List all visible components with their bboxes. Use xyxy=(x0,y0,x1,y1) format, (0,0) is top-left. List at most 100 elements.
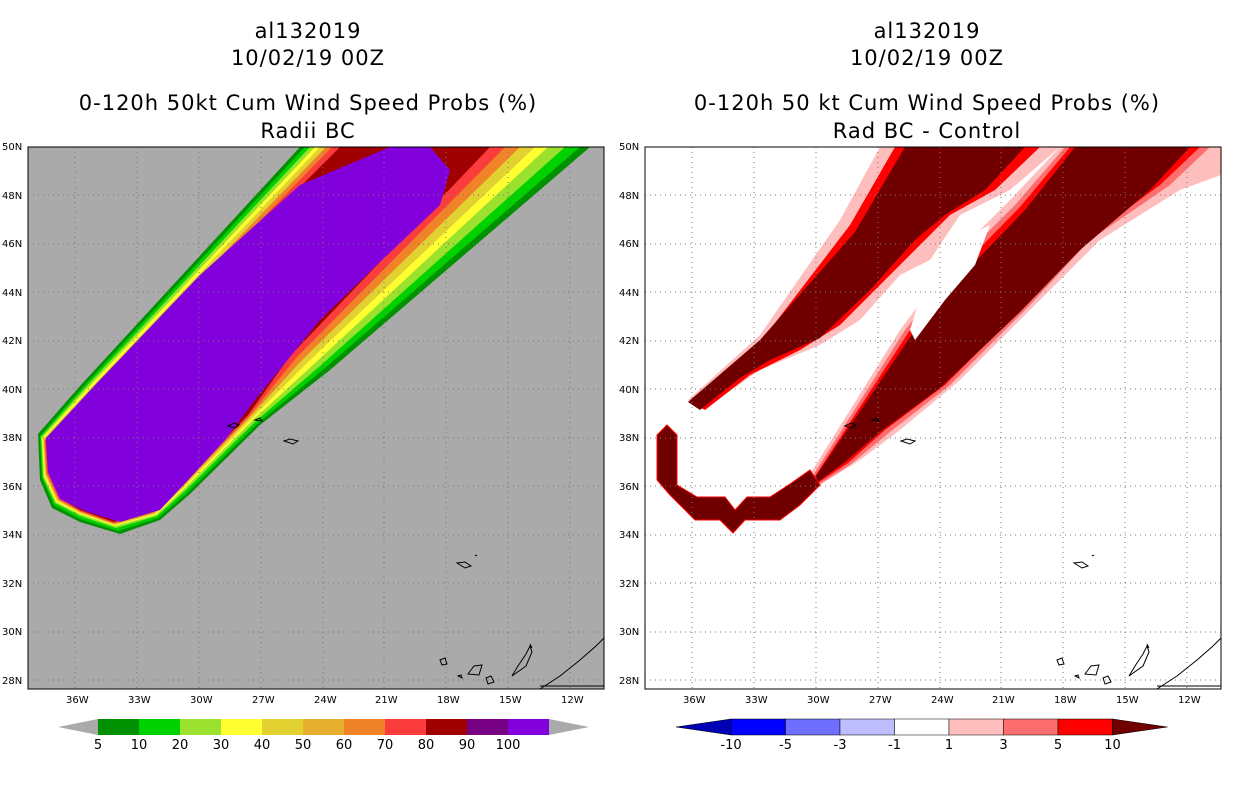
colorbar-label: 3 xyxy=(999,738,1007,753)
right-grid xyxy=(645,147,1221,689)
lat-label: 42N xyxy=(619,336,639,347)
lat-label: 28N xyxy=(619,676,639,687)
upper-band-dark xyxy=(688,147,1025,410)
colorbar-label: 50 xyxy=(295,738,312,753)
african-coast xyxy=(539,637,605,690)
colorbar-label: -10 xyxy=(720,738,741,753)
lon-label: 27W xyxy=(252,695,275,706)
left-storm-id: al132019 xyxy=(254,19,362,43)
colorbar-swatch xyxy=(1057,718,1113,736)
colorbar-swatch xyxy=(303,719,344,735)
lon-label: 24W xyxy=(931,695,954,706)
lon-label: 36W xyxy=(683,695,706,706)
lower-band-dark xyxy=(810,147,1190,485)
lat-label: 30N xyxy=(619,627,639,638)
right-storm-id: al132019 xyxy=(873,19,981,43)
left-title: 0-120h 50kt Cum Wind Speed Probs (%) xyxy=(78,91,538,115)
colorbar-label: 20 xyxy=(172,738,189,753)
colorbar-swatch xyxy=(730,718,786,736)
lat-label: 40N xyxy=(2,385,22,396)
right-subtitle: Rad BC - Control xyxy=(832,119,1022,143)
lon-label: 36W xyxy=(66,695,89,706)
colorbar-label: -3 xyxy=(834,738,847,753)
colorbar-swatch xyxy=(344,719,385,735)
colorbar-label: 30 xyxy=(213,738,230,753)
azores-islands xyxy=(843,417,917,445)
colorbar-label: 10 xyxy=(1104,738,1121,753)
lon-label: 12W xyxy=(561,695,584,706)
right-coastlines xyxy=(843,417,1222,690)
colorbar-high-arrow xyxy=(1112,718,1168,736)
canary-islands xyxy=(439,643,533,685)
african-coast xyxy=(1156,637,1222,690)
colorbar-high-arrow xyxy=(549,719,589,735)
colorbar-swatch xyxy=(221,719,262,735)
lat-label: 36N xyxy=(619,482,639,493)
lat-label: 38N xyxy=(619,433,639,444)
colorbar-label: 60 xyxy=(336,738,353,753)
lon-label: 18W xyxy=(437,695,460,706)
colorbar-swatch xyxy=(262,719,303,735)
colorbar-swatch xyxy=(839,718,895,736)
colorbar-low-arrow xyxy=(675,718,732,736)
colorbar-label: 70 xyxy=(377,738,394,753)
lon-label: 30W xyxy=(190,695,213,706)
colorbar-label: 10 xyxy=(131,738,148,753)
azores-islands xyxy=(226,417,300,445)
lon-label: 27W xyxy=(869,695,892,706)
colorbar-swatch xyxy=(180,719,221,735)
left-datetime: 10/02/19 00Z xyxy=(230,46,386,70)
right-map: 50N 48N 46N 44N 42N 40N 38N 36N 34N 32N … xyxy=(619,142,1222,706)
madeira-islands xyxy=(1072,554,1095,569)
colorbar-swatch xyxy=(467,719,508,735)
right-datetime: 10/02/19 00Z xyxy=(849,46,1005,70)
lat-label: 46N xyxy=(2,239,22,250)
lon-label: 21W xyxy=(992,695,1015,706)
lat-label: 34N xyxy=(2,530,22,541)
lat-label: 48N xyxy=(619,191,639,202)
southern-arc xyxy=(656,424,821,534)
lon-label: 30W xyxy=(807,695,830,706)
lon-label: 33W xyxy=(745,695,768,706)
lon-label: 33W xyxy=(128,695,151,706)
colorbar-label: 80 xyxy=(418,738,435,753)
lat-label: 50N xyxy=(2,142,22,153)
madeira-islands xyxy=(455,554,478,569)
left-map: 50N 48N 46N 44N 42N 40N 38N 36N 34N 32N … xyxy=(2,142,605,706)
lat-label: 32N xyxy=(619,579,639,590)
left-colorbar: 5 10 20 30 40 50 60 70 80 90 100 xyxy=(58,719,589,753)
lat-label: 40N xyxy=(619,385,639,396)
left-subtitle: Radii BC xyxy=(260,119,356,143)
colorbar-swatch xyxy=(948,718,1004,736)
left-coastlines xyxy=(226,417,605,690)
lat-label: 48N xyxy=(2,191,22,202)
lat-label: 44N xyxy=(619,288,639,299)
left-lon-ticks: 36W 33W 30W 27W 24W 21W 18W 15W 12W xyxy=(66,695,584,706)
neutral-gap xyxy=(910,225,990,340)
colorbar-label: -5 xyxy=(779,738,792,753)
band-90-100 xyxy=(46,147,450,522)
left-grid xyxy=(28,147,604,689)
right-colorbar: -10 -5 -3 -1 1 3 5 10 xyxy=(675,718,1168,753)
left-lat-ticks: 50N 48N 46N 44N 42N 40N 38N 36N 34N 32N … xyxy=(2,142,22,687)
lat-label: 46N xyxy=(619,239,639,250)
lat-label: 34N xyxy=(619,530,639,541)
colorbar-swatch xyxy=(1003,718,1059,736)
canary-islands xyxy=(1056,643,1150,685)
colorbar-label: 5 xyxy=(1054,738,1062,753)
colorbar-swatch xyxy=(785,718,841,736)
lat-label: 38N xyxy=(2,433,22,444)
right-difference-field xyxy=(656,147,1221,534)
lat-label: 30N xyxy=(2,627,22,638)
lon-label: 15W xyxy=(499,695,522,706)
right-map-frame xyxy=(644,146,1222,690)
colorbar-label: 90 xyxy=(459,738,476,753)
lat-label: 36N xyxy=(2,482,22,493)
colorbar-label: 5 xyxy=(94,738,102,753)
colorbar-swatch xyxy=(508,719,549,735)
colorbar-swatch xyxy=(98,719,139,735)
right-title: 0-120h 50 kt Cum Wind Speed Probs (%) xyxy=(693,91,1161,115)
lat-label: 28N xyxy=(2,676,22,687)
lat-label: 44N xyxy=(2,288,22,299)
